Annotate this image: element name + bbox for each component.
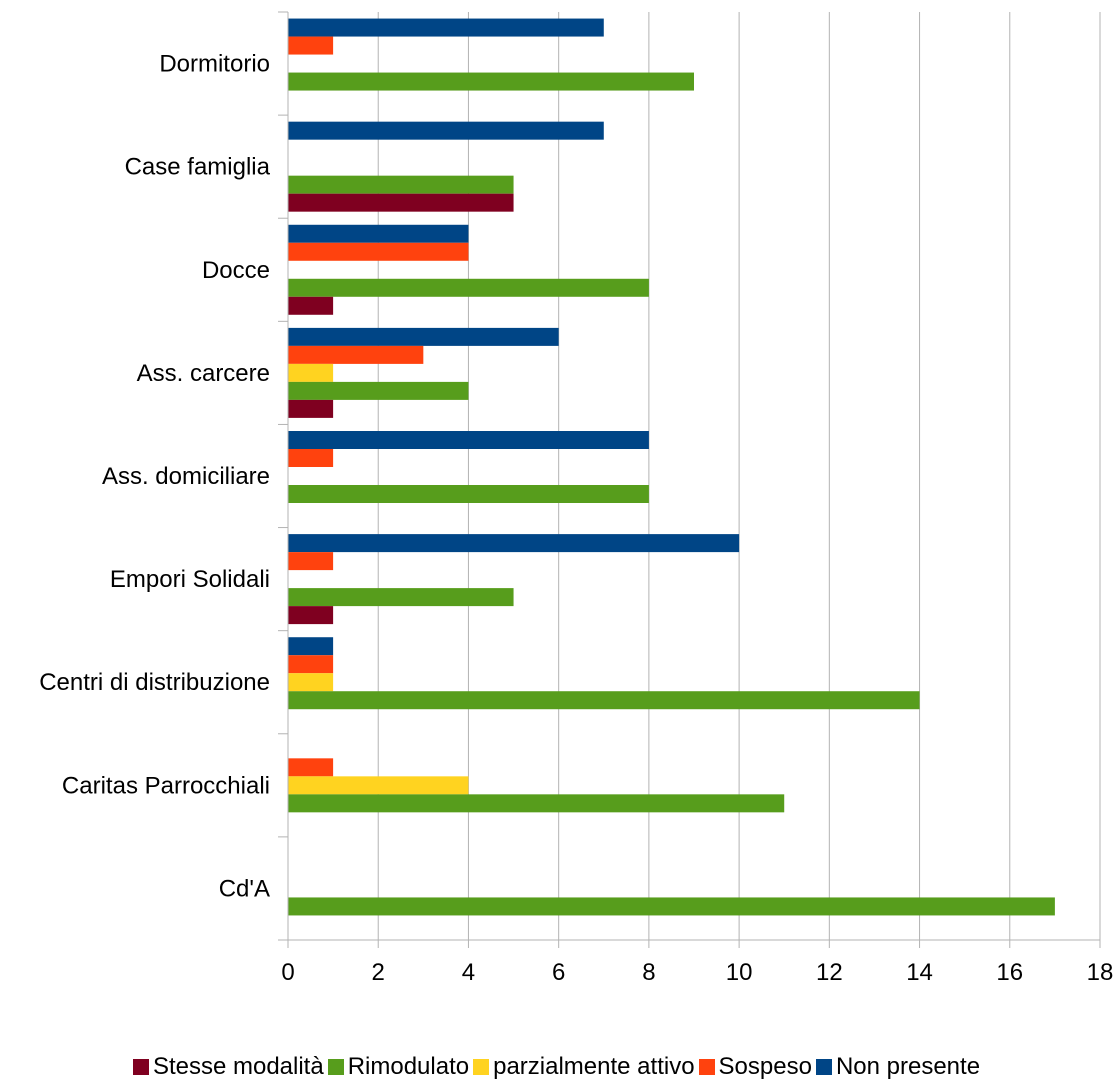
bar (288, 399, 334, 418)
bar (288, 327, 559, 346)
legend-swatch (132, 1059, 149, 1075)
bar (288, 363, 334, 382)
bar (288, 345, 424, 364)
x-tick-label: 6 (552, 959, 565, 986)
category-label: Centri di distribuzione (39, 669, 270, 696)
x-tick-label: 2 (372, 959, 385, 986)
bar (288, 606, 334, 625)
bar (288, 449, 334, 467)
x-tick-label: 10 (726, 959, 753, 986)
bar (288, 691, 920, 710)
bar (288, 431, 649, 449)
bar (288, 36, 334, 55)
x-tick-label: 8 (642, 959, 655, 986)
legend-label: Rimodulato (347, 1053, 470, 1080)
bar (288, 296, 334, 315)
legend-item: parzialmente attivo (473, 1053, 695, 1081)
x-tick-label: 18 (1087, 959, 1114, 986)
category-label: Dormitorio (159, 51, 270, 78)
legend-label: Sospeso (718, 1053, 812, 1080)
legend-item: Rimodulato (327, 1053, 470, 1081)
bar (288, 758, 334, 777)
bar (288, 794, 785, 813)
legend-label: Stesse modalità (152, 1053, 324, 1080)
legend-swatch (815, 1059, 832, 1075)
bar (288, 72, 694, 91)
category-label: Docce (202, 257, 270, 284)
legend-item: Sospeso (698, 1053, 812, 1081)
legend: Stesse modalità Rimodulato parzialmente at… (0, 1053, 1117, 1081)
bar (288, 897, 1055, 916)
bar (288, 278, 649, 297)
legend-label: Non presente (835, 1053, 981, 1080)
category-label: Empori Solidali (110, 566, 270, 593)
grid-lines (377, 12, 1101, 940)
bar (288, 175, 514, 194)
bar (288, 534, 740, 553)
category-label: Ass. domiciliare (102, 463, 270, 490)
bar (288, 381, 469, 400)
bar-chart: 0 2 4 6 8 10 12 14 16 18 Dormitorio Case famiglia Do… (39, 11, 1113, 986)
legend-item: Stesse modalità (132, 1053, 324, 1081)
x-tick-label: 4 (462, 959, 475, 986)
bar (288, 224, 469, 243)
bar (288, 673, 334, 692)
x-tick-label: 0 (281, 959, 294, 986)
bar (288, 637, 334, 656)
bar (288, 655, 334, 674)
bar (288, 588, 514, 607)
category-label: Ass. carcere (137, 360, 270, 387)
legend-label: parzialmente attivo (493, 1053, 695, 1080)
category-label: Caritas Parrocchiali (62, 772, 270, 799)
category-label: Cd'A (219, 875, 270, 902)
legend-swatch (698, 1059, 715, 1075)
category-label: Case famiglia (125, 154, 271, 181)
bar (288, 18, 604, 37)
x-tick-label: 12 (816, 959, 843, 986)
legend-item: Non presente (815, 1053, 981, 1081)
axis-labels: 0 2 4 6 8 10 12 14 16 18 Dormitorio Case famiglia Do… (39, 51, 1113, 986)
axes (278, 11, 1101, 948)
bar (288, 552, 334, 571)
legend-swatch (473, 1059, 490, 1075)
x-tick-label: 16 (996, 959, 1023, 986)
bar (288, 193, 514, 212)
bar (288, 776, 469, 795)
bar (288, 121, 604, 140)
bar (288, 242, 469, 261)
bars (288, 18, 1055, 916)
x-tick-label: 14 (906, 959, 933, 986)
legend-swatch (327, 1059, 344, 1075)
bar (288, 485, 649, 503)
